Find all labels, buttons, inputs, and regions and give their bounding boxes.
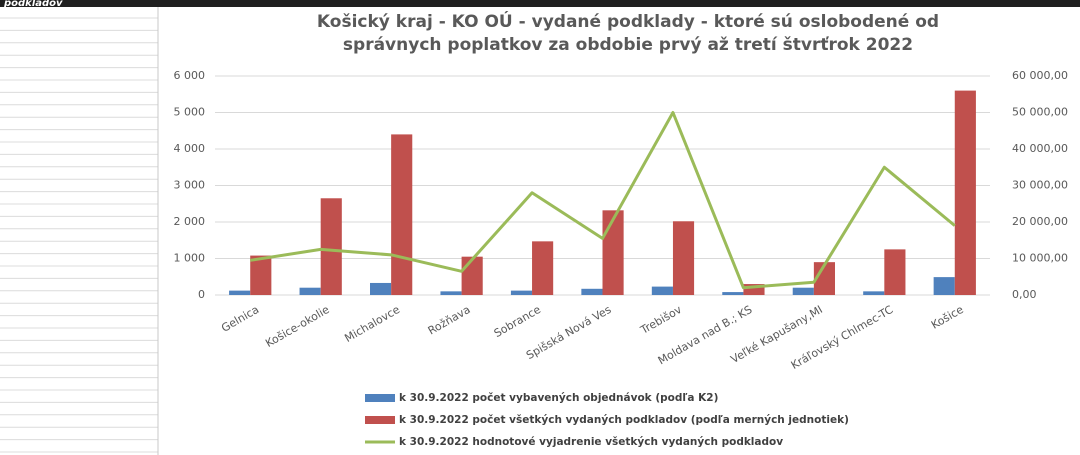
bar [884,249,906,295]
bar [532,241,554,295]
y2-tick-label: 20 000,00 [1012,215,1068,228]
bar [813,262,835,295]
cell-text: podkladov [3,0,63,9]
y2-tick-label: 50 000,00 [1012,106,1068,119]
legend-swatch [365,394,395,402]
sheet-grid [0,0,983,453]
bar [320,198,342,295]
y-tick-label: 0 [198,288,205,301]
bar [602,210,624,295]
bar [863,291,885,295]
legend-label: k 30.9.2022 počet všetkých vydaných podk… [399,414,849,426]
bar [672,221,695,295]
legend-swatch [365,416,395,424]
bar [299,287,321,295]
bar [722,292,744,295]
bar [510,290,533,295]
y2-tick-label: 30 000,00 [1012,179,1068,192]
y-tick-label: 4 000 [174,142,206,155]
bar [954,90,976,295]
y-tick-label: 5 000 [174,106,206,119]
bar [581,288,603,295]
bar [461,256,483,295]
y-tick-label: 3 000 [174,179,206,192]
bar [370,282,392,295]
bar [250,255,272,295]
y-tick-label: 6 000 [174,69,206,82]
y2-tick-label: 40 000,00 [1012,142,1068,155]
y2-tick-label: 10 000,00 [1012,252,1068,265]
chart-title: správnych poplatkov za obdobie prvý až t… [343,35,913,55]
legend-label: k 30.9.2022 počet vybavených objednávok … [399,392,718,404]
bar [933,277,955,295]
line-series [249,111,956,290]
bar [229,290,251,295]
bar [743,284,765,295]
chart-title: Košický kraj - KO OÚ - vydané podklady -… [317,10,939,32]
header-row [0,0,1080,7]
y2-tick-label: 60 000,00 [1012,69,1068,82]
legend-label: k 30.9.2022 hodnotové vyjadrenie všetkýc… [399,436,783,448]
bar [440,291,462,295]
bar [651,286,673,295]
y2-tick-label: 0,00 [1012,288,1037,301]
bar [391,134,413,295]
bar [792,287,814,295]
y-tick-label: 1 000 [174,252,206,265]
y-tick-label: 2 000 [174,215,206,228]
